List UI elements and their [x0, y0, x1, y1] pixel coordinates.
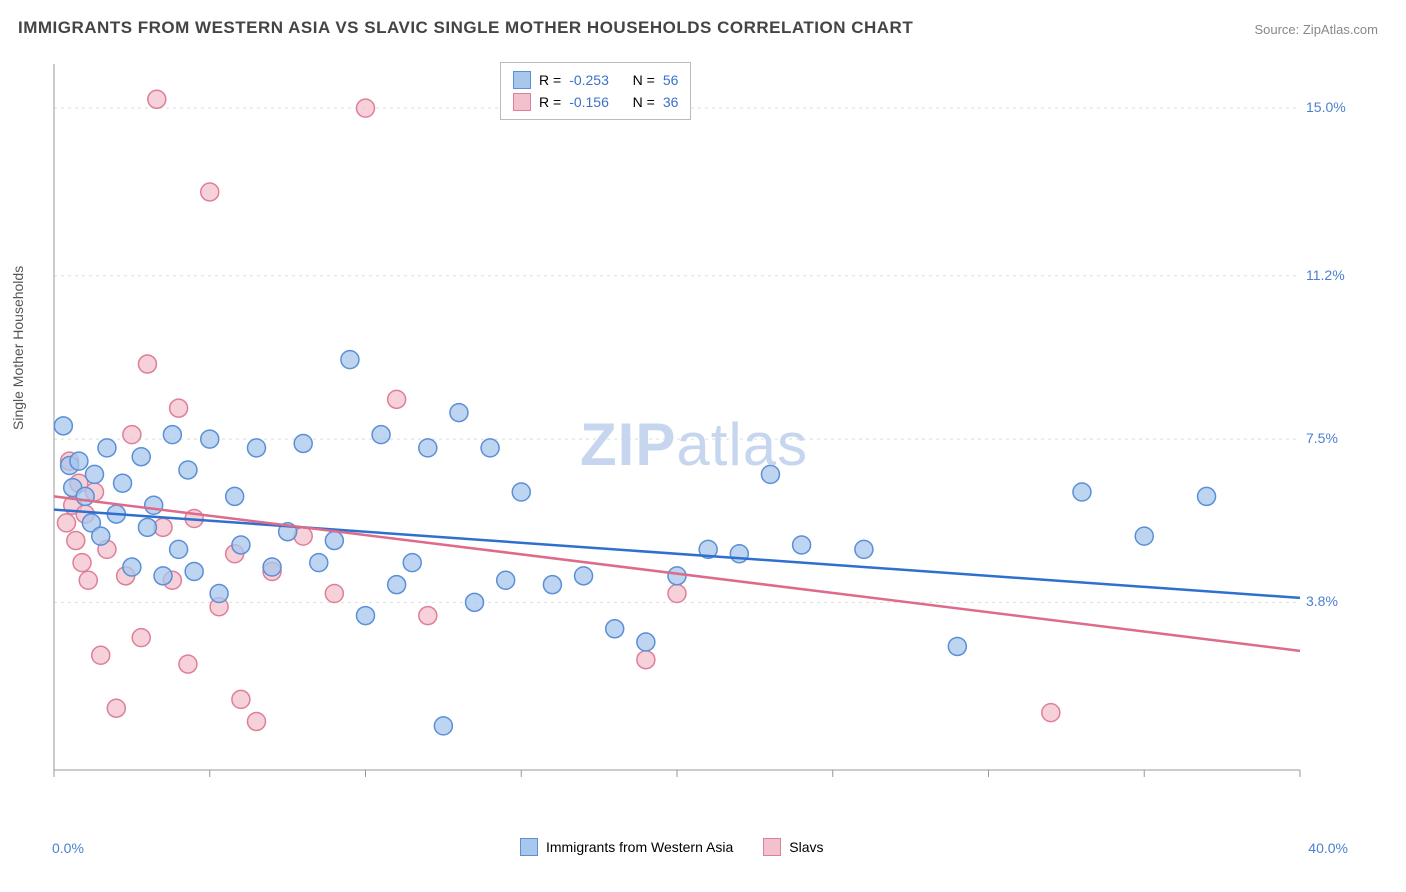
r-label: R = [539, 72, 561, 88]
source-label: Source: [1254, 22, 1302, 37]
x-label-right: 40.0% [1308, 840, 1348, 856]
scatter-plot: ZIPatlas R = -0.253 N = 56 R = -0.156 N … [50, 60, 1350, 830]
chart-title: IMMIGRANTS FROM WESTERN ASIA VS SLAVIC S… [18, 18, 913, 38]
n-label: N = [633, 72, 655, 88]
y-tick-label: 3.8% [1306, 593, 1338, 609]
legend-series: Immigrants from Western Asia Slavs [520, 838, 823, 856]
y-axis-label: Single Mother Households [10, 266, 26, 430]
legend-label-series1: Immigrants from Western Asia [546, 839, 733, 855]
r-label: R = [539, 94, 561, 110]
swatch-series1-bottom [520, 838, 538, 856]
legend-row-series2: R = -0.156 N = 36 [513, 91, 678, 113]
x-label-left: 0.0% [52, 840, 84, 856]
legend-row-series1: R = -0.253 N = 56 [513, 69, 678, 91]
swatch-series1 [513, 71, 531, 89]
legend-correlation: R = -0.253 N = 56 R = -0.156 N = 36 [500, 62, 691, 120]
n-value-series1: 56 [663, 72, 679, 88]
legend-label-series2: Slavs [789, 839, 823, 855]
r-value-series1: -0.253 [569, 72, 609, 88]
y-tick-label: 11.2% [1306, 267, 1345, 283]
swatch-series2 [513, 93, 531, 111]
r-value-series2: -0.156 [569, 94, 609, 110]
swatch-series2-bottom [763, 838, 781, 856]
n-label: N = [633, 94, 655, 110]
legend-item-series1: Immigrants from Western Asia [520, 838, 733, 856]
legend-item-series2: Slavs [763, 838, 823, 856]
chart-svg [50, 60, 1350, 830]
y-tick-label: 15.0% [1306, 99, 1346, 115]
n-value-series2: 36 [663, 94, 679, 110]
source-attribution: Source: ZipAtlas.com [1254, 22, 1378, 37]
y-tick-label: 7.5% [1306, 430, 1338, 446]
source-name: ZipAtlas.com [1303, 22, 1378, 37]
